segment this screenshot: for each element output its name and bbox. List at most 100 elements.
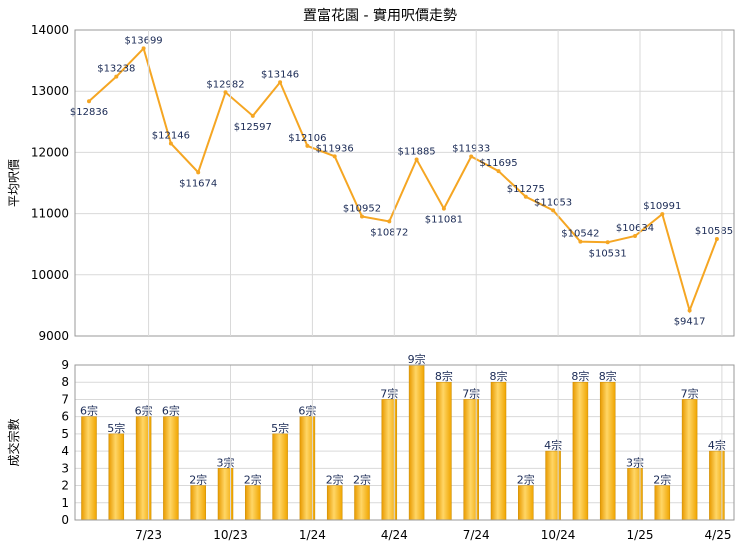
price-data-label: $11081 — [425, 215, 463, 226]
price-data-label: $10872 — [370, 227, 408, 238]
bar-y-tick-label: 6 — [61, 410, 69, 424]
price-point — [168, 141, 173, 146]
deal-bar — [518, 485, 534, 521]
price-point — [114, 74, 119, 79]
deal-data-label: 2宗 — [244, 473, 262, 487]
price-point — [414, 157, 419, 162]
deal-data-label: 4宗 — [544, 438, 562, 452]
price-point — [551, 208, 556, 213]
deal-bar — [572, 381, 589, 521]
price-data-label: $13238 — [97, 64, 135, 75]
bar-y-axis-label: 成交宗數 — [6, 418, 21, 466]
price-point — [605, 240, 610, 245]
price-point — [87, 99, 91, 104]
deal-bar — [654, 485, 671, 521]
line-y-tick-label: 13000 — [31, 84, 69, 98]
x-tick-label: 7/24 — [463, 528, 490, 542]
price-point — [714, 236, 719, 241]
x-tick-label: 10/24 — [541, 528, 576, 542]
line-y-tick-label: 9000 — [38, 329, 69, 343]
bar-y-tick-label: 4 — [61, 444, 69, 458]
x-tick-label: 7/23 — [135, 528, 162, 542]
chart-title: 置富花園 - 實用呎價走勢 — [303, 7, 457, 24]
price-data-label: $12597 — [234, 122, 272, 133]
price-data-label: $11275 — [507, 184, 545, 195]
deal-data-label: 2宗 — [653, 473, 671, 487]
x-tick-label: 4/24 — [381, 528, 408, 542]
deal-bar — [245, 485, 261, 521]
deal-data-label: 9宗 — [408, 352, 426, 366]
bar-y-tick-label: 7 — [61, 392, 69, 406]
deal-data-label: 5宗 — [271, 421, 289, 435]
price-data-label: $11885 — [398, 146, 436, 157]
deal-data-label: 5宗 — [107, 421, 125, 435]
deal-bar — [81, 416, 97, 521]
price-data-label: $10585 — [695, 226, 733, 237]
price-data-label: $10542 — [561, 229, 599, 240]
line-plot-area — [75, 30, 734, 336]
price-data-label: $13699 — [125, 35, 163, 46]
bar-y-tick-label: 5 — [61, 427, 69, 441]
deal-bar — [490, 381, 507, 521]
line-y-tick-label: 14000 — [31, 23, 69, 37]
price-point — [360, 214, 364, 219]
price-data-label: $11936 — [316, 143, 354, 154]
x-tick-label: 1/25 — [627, 528, 654, 542]
price-line — [88, 46, 718, 314]
deal-data-label: 8宗 — [435, 369, 453, 383]
deal-bar — [681, 399, 698, 521]
price-point — [633, 233, 637, 238]
deal-data-label: 2宗 — [353, 473, 371, 487]
price-point — [250, 113, 255, 118]
price-data-label: $10952 — [343, 204, 381, 215]
bar-y-tick-label: 3 — [61, 461, 69, 475]
price-point — [305, 143, 310, 148]
x-tick-label: 1/24 — [299, 528, 326, 542]
deal-data-label: 8宗 — [490, 369, 508, 383]
price-data-label: $10991 — [643, 201, 681, 212]
price-point — [441, 206, 446, 211]
price-point — [496, 169, 501, 174]
price-point — [523, 194, 528, 199]
deal-data-label: 6宗 — [135, 404, 153, 418]
deal-bar — [326, 485, 343, 521]
deal-data-label: 6宗 — [80, 404, 98, 418]
price-point — [660, 212, 665, 217]
price-point — [332, 154, 337, 159]
bar-plot-border — [74, 364, 735, 521]
deal-data-label: 8宗 — [599, 369, 617, 383]
price-data-label: $12146 — [152, 130, 190, 141]
deal-data-label: 4宗 — [708, 438, 726, 452]
price-data-label: $11695 — [479, 158, 517, 169]
price-point — [578, 239, 583, 244]
deal-data-label: 3宗 — [626, 455, 644, 469]
x-tick-label: 10/23 — [213, 528, 248, 542]
deal-data-label: 2宗 — [189, 473, 207, 487]
price-point — [141, 46, 146, 51]
price-data-label: $12106 — [288, 133, 326, 144]
deal-data-label: 7宗 — [462, 386, 480, 400]
deal-bar — [408, 364, 425, 521]
deal-bar — [436, 381, 452, 521]
price-point — [687, 308, 692, 313]
price-data-label: $11053 — [534, 197, 572, 208]
deal-data-label: 8宗 — [571, 369, 589, 383]
bar-plot-area — [75, 365, 734, 520]
bar-y-tick-label: 0 — [61, 513, 69, 527]
price-data-label: $12982 — [206, 79, 244, 90]
deal-data-label: 7宗 — [380, 386, 398, 400]
deal-bar — [108, 433, 125, 521]
deal-data-label: 7宗 — [681, 386, 699, 400]
deal-data-label: 2宗 — [517, 473, 535, 487]
x-tick-label: 4/25 — [705, 528, 732, 542]
deal-data-label: 3宗 — [217, 455, 235, 469]
deal-data-label: 6宗 — [298, 404, 316, 418]
price-data-label: $10634 — [616, 223, 654, 234]
line-y-tick-label: 10000 — [31, 268, 69, 282]
deal-data-label: 6宗 — [162, 404, 180, 418]
deal-bar — [354, 485, 370, 521]
bar-y-tick-label: 9 — [61, 358, 69, 372]
deal-bar — [599, 381, 616, 521]
line-y-axis-label: 平均呎價 — [7, 159, 21, 207]
